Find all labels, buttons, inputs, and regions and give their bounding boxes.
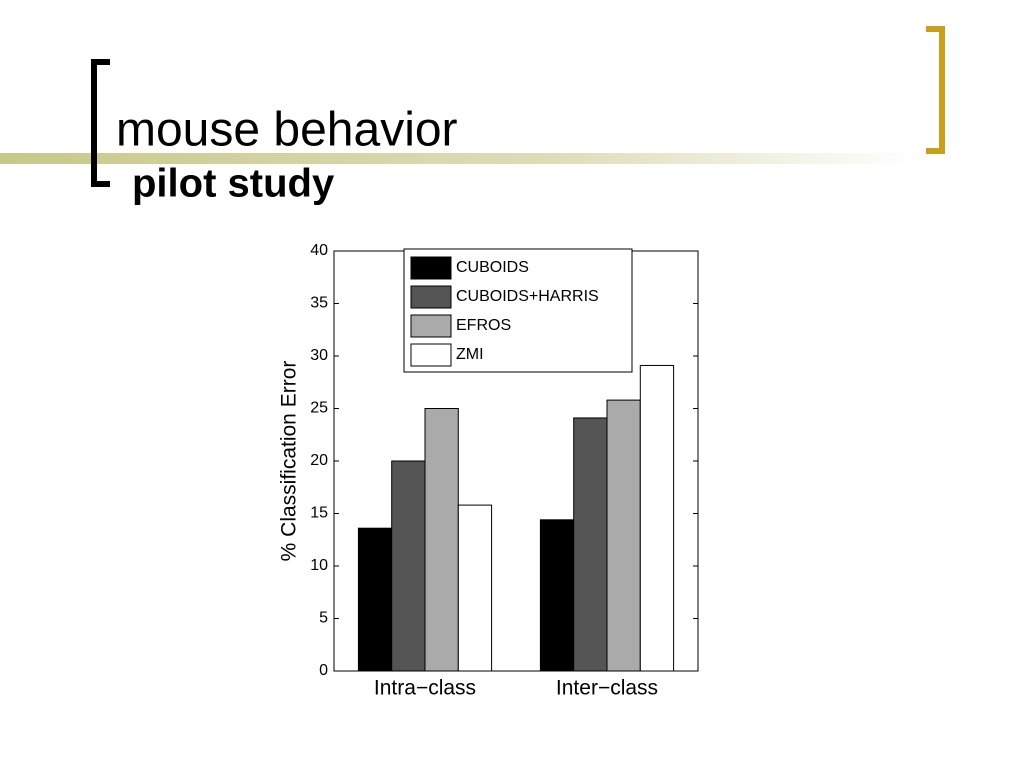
x-tick-label: Intra−class	[374, 677, 476, 700]
legend-swatch	[410, 285, 452, 309]
bar	[606, 399, 641, 672]
y-tick-label: 30	[310, 347, 328, 364]
bar	[457, 504, 493, 672]
y-tick-label: 10	[310, 557, 328, 574]
legend-label: ZMI	[456, 346, 484, 363]
legend-swatch	[410, 314, 452, 338]
bar	[573, 417, 608, 672]
y-tick-label: 20	[310, 452, 328, 469]
bar	[639, 364, 675, 672]
title-rule	[0, 153, 920, 164]
bar	[357, 527, 393, 672]
slide-subtitle: pilot study	[132, 162, 335, 206]
left-bracket	[91, 59, 110, 187]
legend-swatch	[410, 256, 452, 280]
slide-title: mouse behavior	[116, 104, 458, 157]
bar	[391, 460, 426, 672]
y-tick-label: 0	[319, 662, 328, 679]
right-bracket	[926, 26, 945, 154]
x-tick-label: Inter−class	[556, 677, 658, 700]
legend-label: EFROS	[456, 317, 511, 334]
y-tick-label: 25	[310, 400, 328, 417]
legend-swatch	[410, 343, 452, 367]
y-tick-label: 40	[310, 242, 328, 259]
bar	[539, 519, 575, 672]
y-axis-label: % Classification Error	[278, 361, 301, 562]
legend-label: CUBOIDS	[456, 259, 529, 276]
bar	[424, 408, 459, 672]
legend-label: CUBOIDS+HARRIS	[456, 288, 599, 305]
y-tick-label: 35	[310, 295, 328, 312]
y-tick-label: 5	[319, 610, 328, 627]
y-tick-label: 15	[310, 505, 328, 522]
